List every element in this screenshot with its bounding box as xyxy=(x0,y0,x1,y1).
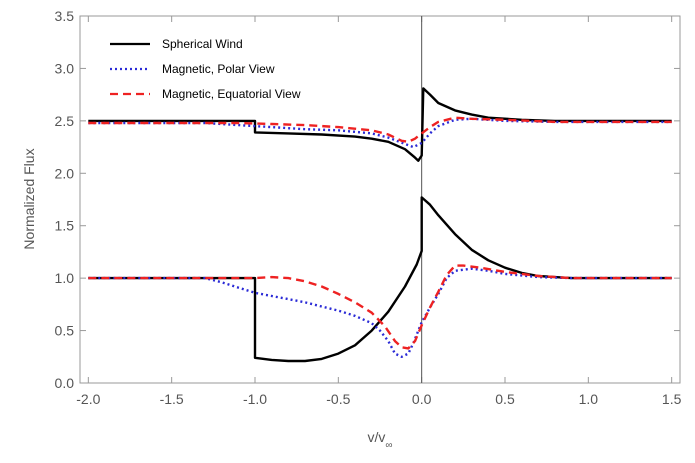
series-layer xyxy=(88,87,672,363)
x-tick-label: 0.5 xyxy=(495,391,515,407)
series-line-3-segment-1 xyxy=(88,264,672,350)
legend: Spherical Wind Magnetic, Polar View Magnet… xyxy=(110,37,301,101)
x-tick-label: -2.0 xyxy=(76,391,100,407)
legend-label-3: Magnetic, Equatorial View xyxy=(162,87,301,101)
y-tick-label: 0.5 xyxy=(55,323,75,339)
x-axis-label: v/v∞ xyxy=(367,429,392,451)
x-tick-label: -1.5 xyxy=(160,391,184,407)
legend-label-1: Spherical Wind xyxy=(162,37,243,51)
legend-label-2: Magnetic, Polar View xyxy=(162,62,275,76)
x-tick-label: 1.0 xyxy=(579,391,599,407)
y-axis-label: Normalized Flux xyxy=(21,148,37,249)
x-tick-label: -0.5 xyxy=(326,391,350,407)
x-tick-label: 1.5 xyxy=(662,391,682,407)
y-tick-label: 3.0 xyxy=(55,60,75,76)
series-line-3-segment-2 xyxy=(88,116,672,143)
x-tick-label: 0.0 xyxy=(412,391,432,407)
x-tick-label: -1.0 xyxy=(243,391,267,407)
y-tick-label: 1.5 xyxy=(55,218,75,234)
y-tick-label: 1.0 xyxy=(55,270,75,286)
series-line-1-segment-2 xyxy=(88,87,672,162)
series-line-1-segment-1 xyxy=(88,196,672,363)
axis-ticks: -2.0 -1.5 -1.0 -0.5 0.0 0.5 1.0 1.5 0.0 0.5 1.0 1.5… xyxy=(55,8,682,407)
y-tick-label: 2.0 xyxy=(55,165,75,181)
y-tick-label: 0.0 xyxy=(55,375,75,391)
y-tick-label: 3.5 xyxy=(55,8,75,24)
series-line-2-segment-1 xyxy=(88,267,672,358)
y-tick-label: 2.5 xyxy=(55,113,75,129)
